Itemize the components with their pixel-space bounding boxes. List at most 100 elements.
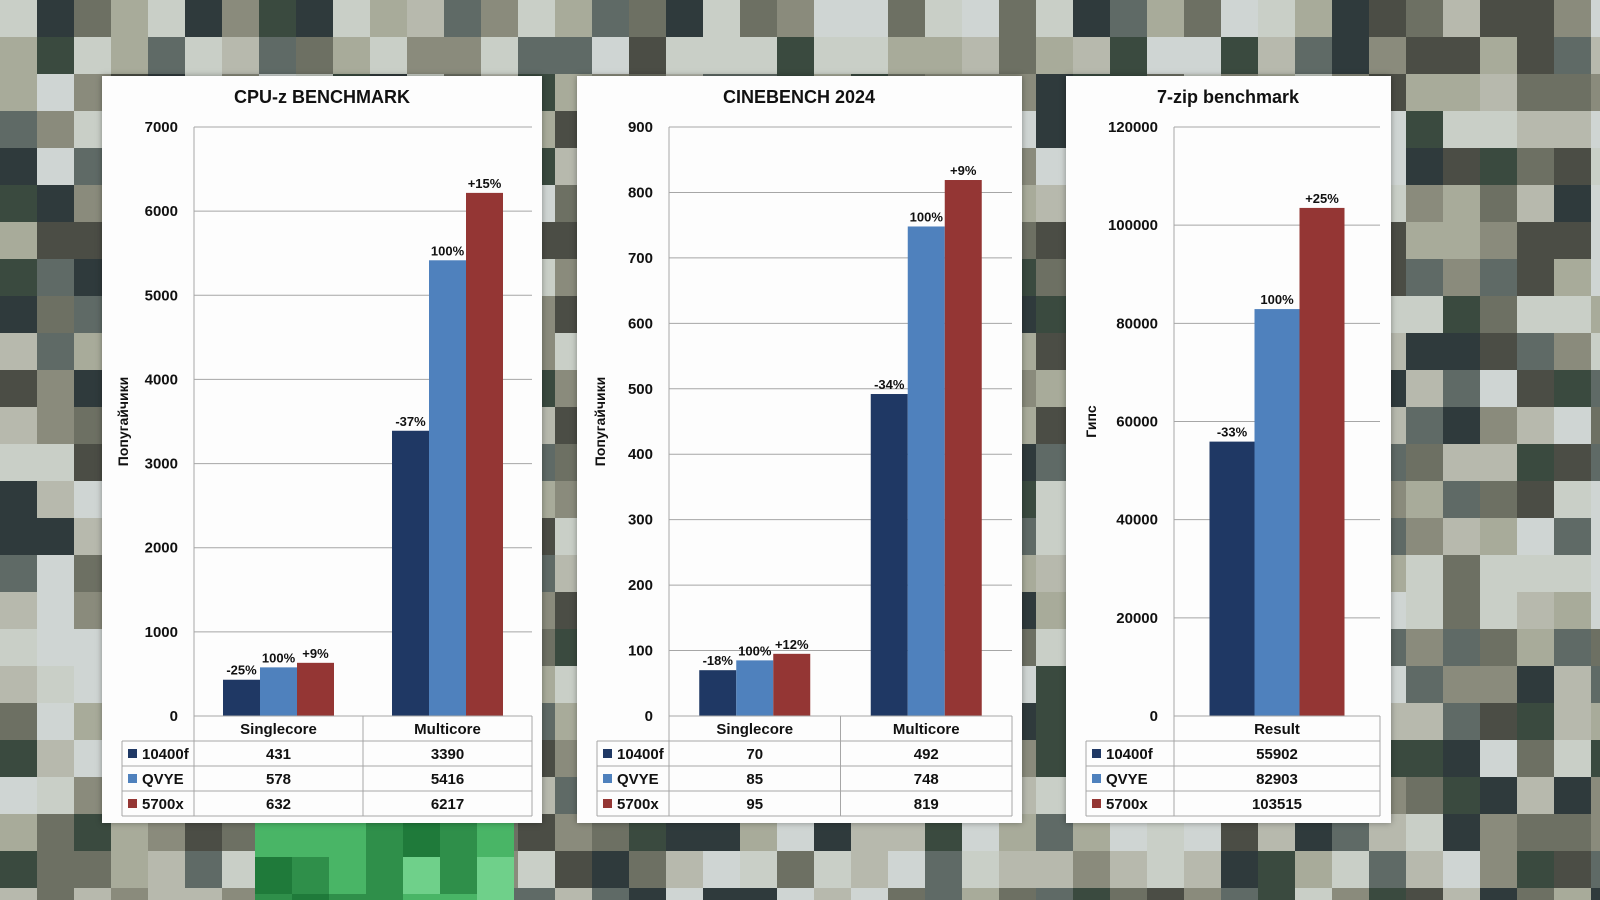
bg-pixel — [1554, 518, 1591, 555]
bg-pixel — [1480, 259, 1517, 296]
bg-pixel — [1591, 629, 1600, 666]
bg-pixel — [1406, 407, 1443, 444]
bg-pixel — [1073, 851, 1110, 888]
bg-pixel — [1554, 555, 1591, 592]
bg-pixel — [403, 820, 440, 857]
bg-pixel — [37, 703, 74, 740]
bg-pixel — [1406, 666, 1443, 703]
bg-pixel — [37, 37, 74, 74]
bg-pixel — [1480, 407, 1517, 444]
bg-pixel — [814, 888, 851, 900]
chart-title: 7-zip benchmark — [1157, 87, 1300, 107]
bg-pixel — [1517, 222, 1554, 259]
bg-pixel — [222, 37, 259, 74]
bg-pixel — [370, 37, 407, 74]
bg-pixel — [1406, 629, 1443, 666]
bar-5700x — [466, 192, 503, 716]
bg-pixel — [1517, 444, 1554, 481]
bg-pixel — [37, 481, 74, 518]
bg-pixel — [1480, 592, 1517, 629]
bg-pixel — [185, 851, 222, 888]
bg-pixel — [1369, 888, 1406, 900]
bg-pixel — [1443, 111, 1480, 148]
bg-pixel — [666, 851, 703, 888]
bg-pixel — [0, 481, 37, 518]
y-tick-label: 600 — [628, 315, 653, 332]
bg-pixel — [477, 894, 514, 900]
bg-pixel — [1480, 0, 1517, 37]
bg-pixel — [1443, 296, 1480, 333]
bg-pixel — [0, 148, 37, 185]
bg-pixel — [74, 0, 111, 37]
bg-pixel — [1295, 0, 1332, 37]
bar-10400f — [1209, 441, 1255, 716]
bg-pixel — [1591, 74, 1600, 111]
bg-pixel — [851, 0, 888, 37]
bg-pixel — [925, 888, 962, 900]
y-tick-label: 120000 — [1108, 119, 1158, 136]
bg-pixel — [1554, 407, 1591, 444]
bg-pixel — [814, 37, 851, 74]
bg-pixel — [1480, 703, 1517, 740]
bg-pixel — [1591, 555, 1600, 592]
bg-pixel — [1480, 111, 1517, 148]
bg-pixel — [555, 888, 592, 900]
bg-pixel — [1073, 37, 1110, 74]
bg-pixel — [888, 0, 925, 37]
legend-label: 10400f — [617, 746, 665, 763]
bg-pixel — [629, 37, 666, 74]
bg-pixel — [0, 518, 37, 555]
legend-label: 10400f — [1106, 746, 1154, 763]
bg-pixel — [1517, 592, 1554, 629]
table-cell: 819 — [914, 796, 939, 813]
table-cell: 578 — [266, 771, 291, 788]
bg-pixel — [37, 666, 74, 703]
bg-pixel — [1591, 444, 1600, 481]
bar-QVYE — [429, 260, 466, 716]
legend-swatch-10400f — [128, 749, 137, 758]
bg-pixel — [1443, 370, 1480, 407]
category-label: Singlecore — [716, 721, 793, 738]
bg-pixel — [259, 0, 296, 37]
bg-pixel — [1184, 37, 1221, 74]
legend-swatch-5700x — [128, 799, 137, 808]
bg-pixel — [1443, 666, 1480, 703]
y-tick-label: 800 — [628, 184, 653, 201]
bg-pixel — [1480, 333, 1517, 370]
table-cell: 82903 — [1256, 771, 1298, 788]
bg-pixel — [1036, 851, 1073, 888]
bg-pixel — [1517, 296, 1554, 333]
bg-pixel — [1480, 555, 1517, 592]
bg-pixel — [333, 0, 370, 37]
bg-pixel — [440, 894, 477, 900]
table-cell: 632 — [266, 796, 291, 813]
y-tick-label: 80000 — [1116, 315, 1158, 332]
table-cell: 95 — [746, 796, 763, 813]
bg-pixel — [292, 820, 329, 857]
bg-pixel — [37, 740, 74, 777]
bg-pixel — [1147, 851, 1184, 888]
bg-pixel — [1554, 185, 1591, 222]
bg-pixel — [255, 820, 292, 857]
data-label: 100% — [262, 650, 296, 665]
bg-pixel — [37, 814, 74, 851]
bg-pixel — [37, 851, 74, 888]
data-label: -37% — [395, 414, 426, 429]
bg-pixel — [1517, 481, 1554, 518]
bg-pixel — [37, 592, 74, 629]
legend-swatch-QVYE — [128, 774, 137, 783]
bg-pixel — [1221, 888, 1258, 900]
y-tick-label: 100 — [628, 643, 653, 660]
bar-10400f — [392, 430, 429, 716]
bg-pixel — [1517, 111, 1554, 148]
legend-label: 5700x — [142, 796, 184, 813]
bg-pixel — [1443, 74, 1480, 111]
bg-pixel — [0, 888, 37, 900]
bg-pixel — [1554, 629, 1591, 666]
bg-pixel — [592, 37, 629, 74]
bg-pixel — [0, 777, 37, 814]
bg-pixel — [37, 370, 74, 407]
bg-pixel — [407, 37, 444, 74]
bg-pixel — [740, 37, 777, 74]
bg-pixel — [74, 851, 111, 888]
